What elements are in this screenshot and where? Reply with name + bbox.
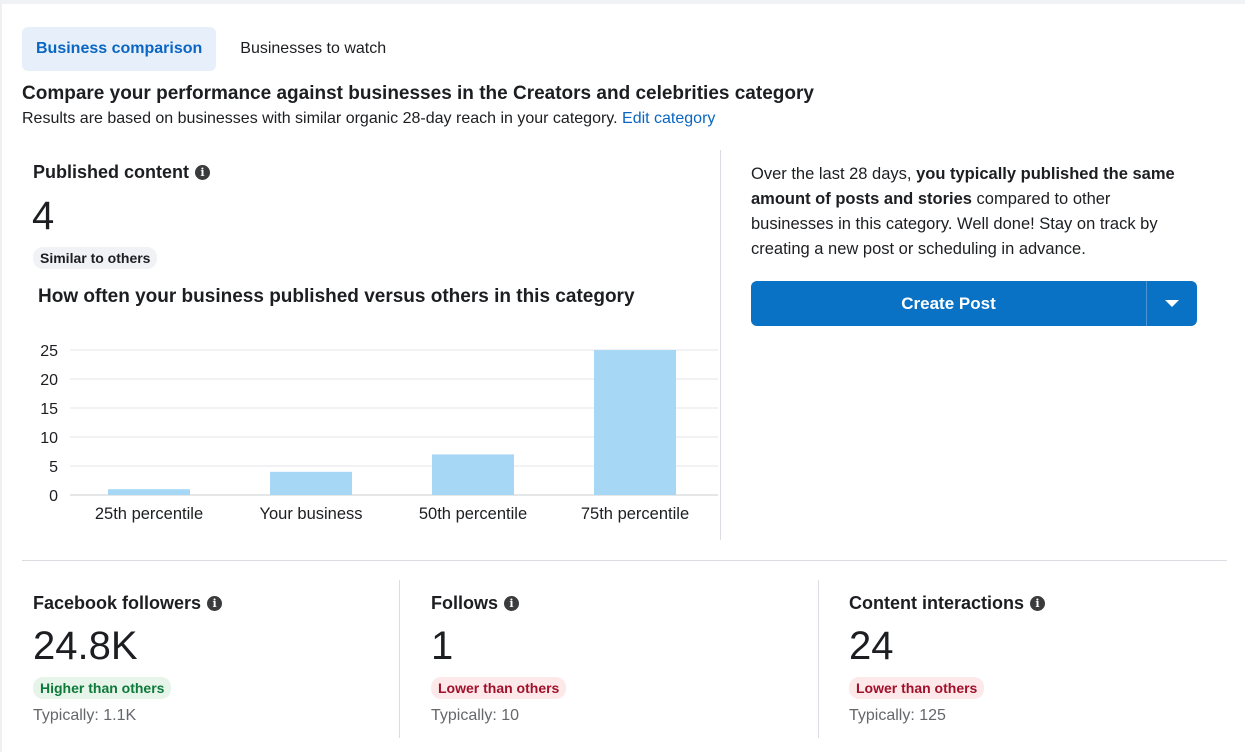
metric-typical: Typically: 1.1K: [33, 707, 137, 724]
y-tick-label: 25: [40, 343, 58, 360]
insight-bold: you typically published the same amount …: [751, 165, 1175, 208]
status-badge: Similar to others: [33, 247, 158, 269]
metric-divider: [399, 580, 400, 738]
bar[interactable]: [270, 471, 352, 495]
y-tick-label: 0: [49, 488, 58, 505]
vertical-divider: [720, 150, 721, 540]
create-post-dropdown[interactable]: [1147, 281, 1197, 326]
bar[interactable]: [594, 350, 676, 495]
tab-bar: Business comparison Businesses to watch: [22, 27, 400, 71]
metric-content-interactions: Content interactions i 24 Lower than oth…: [849, 580, 1209, 738]
left-border: [0, 0, 2, 752]
status-badge: Higher than others: [33, 677, 172, 699]
published-content-value: 4: [32, 194, 55, 238]
top-border: [0, 0, 1245, 4]
metric-title: Content interactions i: [849, 593, 1046, 614]
page-subtitle: Results are based on businesses with sim…: [22, 110, 715, 128]
insight-suffix: compared to other businesses in this cat…: [751, 190, 1158, 258]
metric-typical: Typically: 125: [849, 707, 946, 724]
x-tick-label: 25th percentile: [95, 505, 203, 523]
insight-prefix: Over the last 28 days,: [751, 165, 917, 183]
horizontal-divider: [22, 560, 1227, 561]
x-tick-label: 50th percentile: [419, 505, 527, 523]
bar[interactable]: [108, 489, 190, 495]
info-icon[interactable]: i: [1030, 596, 1046, 611]
tab-business-comparison[interactable]: Business comparison: [22, 27, 217, 71]
metric-value: 24: [849, 624, 894, 668]
metric-title: Follows i: [431, 593, 519, 614]
published-content-badge-wrap: Similar to others: [33, 247, 158, 269]
metric-badge-wrap: Lower than others: [431, 677, 567, 699]
x-tick-label: Your business: [259, 505, 362, 523]
status-badge: Lower than others: [431, 677, 567, 699]
subtitle-text: Results are based on businesses with sim…: [22, 110, 618, 127]
page-title: Compare your performance against busines…: [22, 83, 814, 104]
insight-text: Over the last 28 days, you typically pub…: [751, 162, 1191, 262]
metric-title-label: Content interactions: [849, 593, 1025, 613]
y-tick-label: 10: [40, 430, 58, 447]
info-icon[interactable]: i: [504, 596, 519, 611]
published-content-bar-chart: 0 5 10 15 20 25 25th percentile Your business 50…: [40, 343, 718, 523]
metric-value: 1: [431, 624, 454, 668]
tab-businesses-to-watch[interactable]: Businesses to watch: [240, 40, 387, 57]
create-post-button-group: Create Post: [751, 281, 1197, 326]
metric-typical: Typically: 10: [431, 707, 520, 724]
chevron-down-icon: [1165, 300, 1179, 307]
y-tick-label: 20: [40, 372, 58, 389]
metric-follows: Follows i 1 Lower than others Typically:…: [431, 580, 791, 738]
metric-value: 24.8K: [33, 624, 138, 668]
metric-badge-wrap: Higher than others: [33, 677, 172, 699]
y-tick-label: 5: [49, 459, 58, 476]
info-icon[interactable]: i: [207, 596, 223, 611]
x-tick-label: 75th percentile: [581, 505, 689, 523]
metric-badge-wrap: Lower than others: [849, 677, 985, 699]
edit-category-link[interactable]: Edit category: [622, 110, 716, 127]
status-badge: Lower than others: [849, 677, 985, 699]
create-post-button[interactable]: Create Post: [901, 293, 996, 313]
bar[interactable]: [432, 454, 514, 495]
metric-divider: [818, 580, 819, 738]
published-content-label: Published content: [33, 162, 190, 182]
y-tick-label: 15: [40, 401, 58, 418]
metric-title-label: Follows: [431, 593, 498, 613]
metric-facebook-followers: Facebook followers i 24.8K Higher than o…: [33, 580, 393, 738]
metric-title: Facebook followers i: [33, 593, 223, 614]
published-content-title: Published content i: [33, 162, 211, 183]
metric-title-label: Facebook followers: [33, 593, 202, 613]
button-separator: [1146, 281, 1147, 326]
chart-title: How often your business published versus…: [38, 286, 635, 307]
info-icon[interactable]: i: [195, 165, 211, 180]
